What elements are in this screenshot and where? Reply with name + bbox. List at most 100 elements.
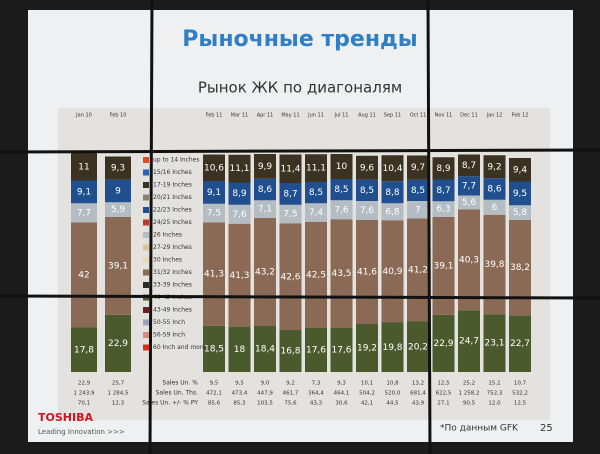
bar-segment xyxy=(203,222,225,326)
tagline: Leading Innovation >>> xyxy=(38,428,125,436)
table-cell: 25,2 xyxy=(463,381,475,387)
legend-label: 60 Inch and more xyxy=(153,344,206,351)
x-tick-label: Mar 11 xyxy=(231,113,248,119)
table-cell: 27,1 xyxy=(437,401,449,407)
table-cell: 70,1 xyxy=(78,401,90,407)
bar-segment xyxy=(407,218,429,322)
data-label: 7 xyxy=(415,205,421,215)
table-cell: 15,1 xyxy=(488,381,500,387)
bar-segment xyxy=(105,156,131,180)
bar-segment xyxy=(71,180,97,204)
x-tick-label: Apr 11 xyxy=(257,113,274,119)
legend-swatch xyxy=(143,232,149,238)
data-label: 42,6 xyxy=(280,272,300,282)
bar-segment xyxy=(407,201,429,219)
data-label: 39,8 xyxy=(484,260,504,270)
table-cell: 461,7 xyxy=(283,391,299,397)
data-label: 19,8 xyxy=(382,343,402,353)
table-cell: 622,5 xyxy=(436,391,452,397)
x-tick-label: Dec 11 xyxy=(460,113,478,119)
x-tick-label: Oct 11 xyxy=(410,113,427,119)
data-label: 9,6 xyxy=(360,163,375,173)
chart-title: Рыночные тренды xyxy=(182,27,417,52)
x-tick-label: Feb 12 xyxy=(512,113,529,119)
plot: Jan 10 Feb 10 Feb 11 Mar 11 Apr 11 May 11 Jun … xyxy=(71,113,531,407)
seam xyxy=(0,148,600,154)
legend-swatch xyxy=(143,207,149,213)
table-cell: 472,1 xyxy=(206,391,222,397)
x-tick-label: Jul 11 xyxy=(334,113,349,119)
data-label: 18,4 xyxy=(255,345,275,355)
data-label: 8,7 xyxy=(283,189,297,199)
data-label: 42,5 xyxy=(306,270,326,280)
legend-swatch xyxy=(143,269,149,276)
seam xyxy=(148,0,154,454)
table-cell: 12,5 xyxy=(437,381,450,387)
legend-label: 33-39 Inches xyxy=(153,282,192,289)
data-label: 22,7 xyxy=(510,339,530,349)
bar-segment xyxy=(483,199,506,215)
bar-segment xyxy=(458,195,480,210)
table-cell: 681,4 xyxy=(410,391,426,397)
bar-segment xyxy=(432,201,455,217)
x-tick-label: Feb 10 xyxy=(110,113,127,119)
table-cell: 43,9 xyxy=(412,401,425,407)
data-label: 8,9 xyxy=(232,189,247,199)
bar-segment xyxy=(228,204,251,224)
table-row-label: Sales Un. Ths. xyxy=(156,390,198,397)
bar-segment xyxy=(330,179,353,201)
data-label: 7,6 xyxy=(360,206,375,216)
bar-segment xyxy=(407,321,429,372)
data-label: 8,6 xyxy=(487,185,502,195)
bar-segment xyxy=(330,154,353,179)
data-label: 9 xyxy=(115,187,121,197)
bar-segment xyxy=(305,182,327,204)
data-label: 9,3 xyxy=(111,164,125,174)
data-label: 17,8 xyxy=(74,345,94,355)
legend-label: 50-55 Inch xyxy=(153,319,185,326)
table-cell: 364,4 xyxy=(308,391,324,397)
bar-segment xyxy=(71,327,97,372)
table-cell: 90,5 xyxy=(463,401,476,407)
table-cell: 9,5 xyxy=(210,381,219,387)
legend-swatch xyxy=(143,157,149,163)
table-cell: 12,0 xyxy=(488,401,501,407)
bar-segment xyxy=(407,179,429,201)
legend-label: 56-59 Inch xyxy=(153,332,185,339)
bar-segment xyxy=(279,330,302,372)
x-tick-label: Jun 11 xyxy=(307,113,324,119)
data-label: 11,1 xyxy=(306,164,326,174)
legend-label: 17-19 Inches xyxy=(153,182,192,189)
data-label: 5,8 xyxy=(513,208,528,218)
data-label: 41,3 xyxy=(229,271,249,281)
bar-segment xyxy=(203,181,225,204)
bar-segment xyxy=(356,324,378,372)
legend-swatch xyxy=(143,257,149,263)
bar-segment xyxy=(254,326,276,372)
x-tick-label: Nov 11 xyxy=(435,113,453,119)
data-label: 18,5 xyxy=(204,344,224,354)
bar-segment xyxy=(305,203,327,222)
bar-segment xyxy=(330,200,353,220)
bar-segment xyxy=(279,204,302,224)
data-label: 24,7 xyxy=(459,337,479,347)
source-note: *По данным GFK xyxy=(440,424,519,434)
data-label: 39,1 xyxy=(108,261,128,271)
legend-swatch xyxy=(143,282,149,288)
data-label: 40,9 xyxy=(382,267,402,277)
data-label: 11,1 xyxy=(229,164,249,174)
data-label: 10,6 xyxy=(204,163,224,173)
bar-segment xyxy=(483,314,506,372)
x-tick-label: Feb 11 xyxy=(206,113,223,119)
bar-segment xyxy=(381,155,404,182)
data-label: 41,3 xyxy=(204,270,224,280)
data-label: 9,5 xyxy=(513,189,527,199)
data-label: 41,6 xyxy=(357,268,377,278)
table-cell: 1 284,5 xyxy=(108,391,129,397)
data-label: 8,5 xyxy=(360,186,374,196)
table-cell: 9,0 xyxy=(261,381,270,387)
bar-segment xyxy=(254,154,276,179)
bar-segment xyxy=(228,223,251,327)
